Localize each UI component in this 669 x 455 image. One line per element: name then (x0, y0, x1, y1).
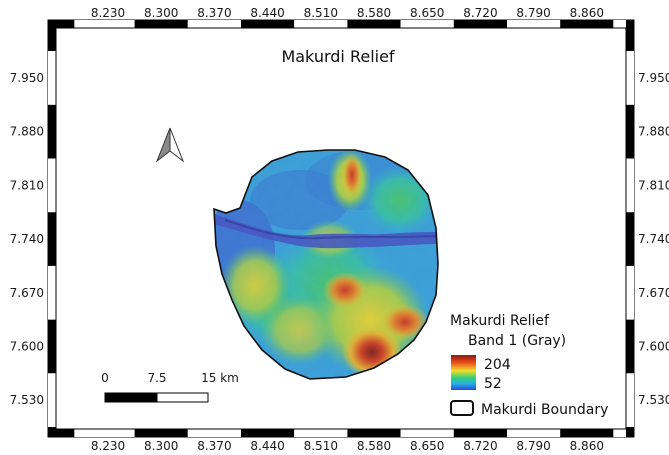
frame-segment (187, 20, 241, 28)
legend-min-value: 52 (484, 376, 502, 392)
scale-label-mid: 7.5 (147, 371, 166, 385)
scale-bar: 0 7.5 15 km (101, 371, 239, 403)
y-tick-label-right: 7.670 (638, 286, 669, 300)
frame-segment (74, 429, 135, 437)
frame-segment (48, 427, 56, 437)
makurdi-boundary (213, 149, 439, 380)
frame-segment (347, 20, 401, 28)
frame-segment (560, 429, 614, 437)
frame-segment (48, 265, 56, 320)
frame-segment (48, 373, 56, 428)
x-tick-label-bottom: 8.370 (197, 439, 231, 453)
frame-segment (507, 429, 561, 437)
x-tick-label-bottom: 8.860 (570, 439, 604, 453)
x-tick-label-bottom: 8.580 (357, 439, 391, 453)
frame-segment (48, 20, 75, 28)
scale-label-0: 0 (101, 371, 109, 385)
x-tick-label-bottom: 8.790 (516, 439, 550, 453)
frame-segment (48, 104, 56, 159)
frame-segment (187, 429, 241, 437)
frame-segment (48, 212, 56, 266)
y-tick-label-right: 7.880 (638, 125, 669, 139)
frame-segment (294, 429, 348, 437)
x-tick-label-bottom: 8.300 (144, 439, 178, 453)
frame-segment (134, 20, 188, 28)
y-tick-label-left: 7.880 (10, 125, 44, 139)
frame-segment (241, 20, 295, 28)
x-tick-label-top: 8.300 (144, 6, 178, 20)
frame-segment (626, 373, 634, 428)
y-tick-label-left: 7.740 (10, 232, 44, 246)
x-tick-label-bottom: 8.650 (410, 439, 444, 453)
x-tick-label-top: 8.370 (197, 6, 231, 20)
legend-layer-title: Makurdi Relief (450, 313, 550, 329)
north-arrow-icon (155, 127, 185, 163)
y-tick-label-left: 7.600 (10, 340, 44, 354)
y-tick-labels-right: 7.950 7.880 7.810 7.740 7.670 7.600 7.530 (638, 71, 669, 407)
y-tick-label-left: 7.670 (10, 286, 44, 300)
scale-label-end: 15 km (201, 371, 239, 385)
frame-segment (626, 319, 634, 374)
frame-segment (453, 429, 507, 437)
x-tick-label-top: 8.440 (250, 6, 284, 20)
frame-segment (626, 212, 634, 266)
frame-segment (626, 158, 634, 213)
x-tick-label-top: 8.860 (570, 6, 604, 20)
frame-segment (613, 429, 634, 437)
y-tick-label-right: 7.810 (638, 178, 669, 192)
y-tick-label-left: 7.810 (10, 178, 44, 192)
frame-segment (626, 104, 634, 159)
y-tick-label-right: 7.950 (638, 71, 669, 85)
x-tick-label-top: 8.790 (516, 6, 550, 20)
x-tick-label-top: 8.720 (463, 6, 497, 20)
frame-segment (74, 20, 135, 28)
frame-segment (507, 20, 561, 28)
x-tick-labels-top: 8.230 8.300 8.370 8.440 8.510 8.580 8.650 8.720… (91, 6, 604, 20)
frame-segment (48, 51, 56, 105)
frame-segment (241, 429, 295, 437)
x-tick-labels-bottom: 8.230 8.300 8.370 8.440 8.510 8.580 8.650 8.720… (91, 439, 604, 453)
x-tick-label-top: 8.580 (357, 6, 391, 20)
map-title: Makurdi Relief (281, 47, 394, 66)
y-tick-label-right: 7.740 (638, 232, 669, 246)
frame-segment (560, 20, 614, 28)
y-tick-labels-left: 7.950 7.880 7.810 7.740 7.670 7.600 7.530 (10, 71, 44, 407)
legend: Makurdi Relief Band 1 (Gray) 204 52 Maku… (450, 313, 608, 418)
frame-segment (48, 429, 75, 437)
frame-segment (626, 20, 634, 51)
x-tick-label-bottom: 8.230 (91, 439, 125, 453)
frame-segment (453, 20, 507, 28)
frame-segment (48, 20, 56, 51)
frame-segment (626, 265, 634, 320)
x-tick-label-bottom: 8.440 (250, 439, 284, 453)
y-tick-label-right: 7.600 (638, 340, 669, 354)
x-tick-label-top: 8.230 (91, 6, 125, 20)
x-tick-label-bottom: 8.720 (463, 439, 497, 453)
y-tick-label-left: 7.530 (10, 393, 44, 407)
frame-segment (48, 158, 56, 213)
frame-segment (400, 20, 454, 28)
x-tick-label-top: 8.650 (410, 6, 444, 20)
frame-segment (134, 429, 188, 437)
y-tick-label-right: 7.530 (638, 393, 669, 407)
legend-max-value: 204 (484, 357, 511, 373)
legend-band-label: Band 1 (Gray) (468, 333, 566, 349)
frame-segment (400, 429, 454, 437)
x-tick-label-top: 8.510 (304, 6, 338, 20)
frame-segment (626, 427, 634, 437)
legend-boundary-swatch (450, 400, 474, 416)
frame-segment (294, 20, 348, 28)
frame-segment (48, 319, 56, 374)
frame-segment (347, 429, 401, 437)
legend-boundary-label: Makurdi Boundary (481, 402, 608, 418)
frame-segment (626, 51, 634, 105)
y-tick-label-left: 7.950 (10, 71, 44, 85)
x-tick-label-bottom: 8.510 (304, 439, 338, 453)
legend-color-ramp (451, 355, 476, 390)
frame-segment (613, 20, 634, 28)
